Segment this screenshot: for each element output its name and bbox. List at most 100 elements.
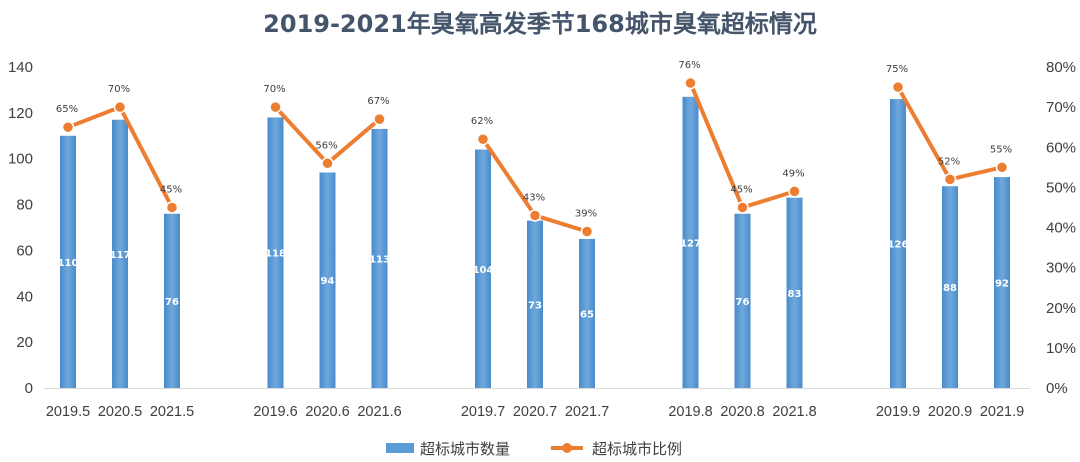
bar (786, 197, 803, 388)
legend-marker-line (562, 443, 572, 453)
left-tick-label: 20 (16, 334, 33, 351)
bar-value-label: 83 (788, 289, 802, 300)
line-value-label: 49% (782, 168, 804, 179)
x-tick-label: 2020.7 (513, 404, 557, 420)
chart-title: 2019-2021年臭氧高发季节168城市臭氧超标情况 (263, 10, 817, 38)
line-value-label: 76% (678, 60, 700, 71)
line-value-label: 67% (367, 96, 389, 107)
legend-swatch-bar (386, 443, 414, 453)
bar (319, 172, 336, 388)
x-tick-label: 2019.7 (461, 404, 505, 420)
left-tick-label: 80 (16, 197, 33, 214)
x-tick-label: 2019.8 (668, 404, 712, 420)
bar-value-label: 110 (58, 258, 79, 269)
x-axis-tick-labels: 2019.5 2020.5 2021.5 2019.6 2020.6 2021.6 2019… (46, 404, 1024, 420)
legend: 超标城市数量 超标城市比例 (386, 440, 682, 458)
right-y-axis: 0% 10% 20% 30% 40% 50% 60% 70% 80% (1046, 59, 1076, 397)
bar (112, 119, 128, 388)
right-tick-label: 40% (1046, 220, 1076, 237)
line-point (943, 173, 957, 186)
bar (527, 220, 543, 388)
bar (475, 149, 491, 388)
bar-value-label: 88 (943, 283, 957, 294)
line-series (61, 76, 1009, 238)
bar-value-label: 117 (110, 250, 131, 261)
right-tick-label: 0% (1046, 380, 1068, 397)
x-tick-label: 2020.5 (98, 404, 142, 420)
bar (164, 213, 180, 388)
left-tick-label: 60 (16, 242, 33, 259)
x-tick-label: 2020.9 (928, 404, 972, 420)
line-value-label: 56% (315, 140, 337, 151)
left-tick-label: 0 (25, 380, 33, 397)
bar-value-label: 104 (473, 265, 494, 276)
right-tick-label: 10% (1046, 340, 1076, 357)
line-point (736, 201, 749, 214)
bar-value-label: 127 (680, 238, 701, 249)
line-point (528, 209, 542, 222)
bar (890, 99, 906, 388)
x-tick-label: 2019.6 (253, 404, 297, 420)
bar (942, 186, 958, 388)
bar-value-label: 118 (265, 249, 286, 260)
line-value-label: 70% (263, 84, 285, 95)
bar (60, 135, 76, 388)
x-tick-label: 2021.9 (980, 404, 1024, 420)
bar-value-label: 65 (580, 309, 594, 320)
x-tick-label: 2021.7 (565, 404, 609, 420)
right-tick-label: 60% (1046, 139, 1076, 156)
x-tick-label: 2019.9 (876, 404, 920, 420)
line-value-label: 43% (523, 192, 545, 203)
line-point (476, 132, 490, 146)
x-tick-label: 2021.6 (357, 404, 401, 420)
bar (734, 213, 751, 388)
left-tick-label: 40 (16, 288, 33, 305)
line-point (684, 76, 697, 90)
bar-value-label: 76 (165, 297, 179, 308)
line-point (891, 80, 905, 94)
bar (371, 128, 388, 388)
bar (267, 117, 284, 388)
right-tick-label: 70% (1046, 99, 1076, 116)
left-tick-label: 120 (8, 105, 33, 122)
bar (682, 96, 699, 389)
bar-value-label: 92 (995, 279, 1009, 290)
bar-value-label: 94 (321, 276, 335, 287)
right-tick-label: 20% (1046, 300, 1076, 317)
left-tick-label: 140 (8, 59, 33, 76)
legend-label-line: 超标城市比例 (592, 440, 682, 458)
line-data-labels: 65% 70% 45% 70% 56% 67% 62% 43% 39% 76% 45% 49% 75% 5… (56, 60, 1012, 219)
right-tick-label: 80% (1046, 59, 1076, 76)
line-point (321, 157, 334, 170)
line-value-label: 62% (471, 116, 493, 127)
line-point (788, 185, 801, 198)
x-tick-label: 2020.8 (720, 404, 764, 420)
line-value-label: 70% (108, 84, 130, 95)
line-value-label: 75% (886, 64, 908, 75)
bar-series (60, 96, 1010, 389)
bar (994, 177, 1010, 388)
line-point (995, 161, 1009, 174)
line-value-label: 39% (575, 209, 597, 220)
bar-value-label: 73 (528, 300, 542, 311)
line-point (165, 201, 179, 214)
bar-value-label: 113 (369, 254, 390, 265)
x-tick-label: 2019.5 (46, 404, 90, 420)
bar-value-label: 76 (736, 297, 750, 308)
line-value-label: 45% (730, 184, 752, 195)
line-point (269, 100, 282, 114)
legend-label-bar: 超标城市数量 (420, 440, 510, 458)
right-tick-label: 30% (1046, 260, 1076, 277)
line-value-label: 45% (160, 184, 182, 195)
right-tick-label: 50% (1046, 179, 1076, 196)
bar-data-labels: 110 117 76 118 94 113 104 73 65 127 76 83 126 88 92 (58, 238, 1009, 320)
left-y-axis: 0 20 40 60 80 100 120 140 (8, 59, 33, 397)
line-value-label: 52% (938, 156, 960, 167)
line-point (580, 225, 594, 238)
x-tick-label: 2020.6 (305, 404, 349, 420)
line-value-label: 55% (990, 144, 1012, 155)
left-tick-label: 100 (8, 151, 33, 168)
line-point (61, 120, 75, 134)
